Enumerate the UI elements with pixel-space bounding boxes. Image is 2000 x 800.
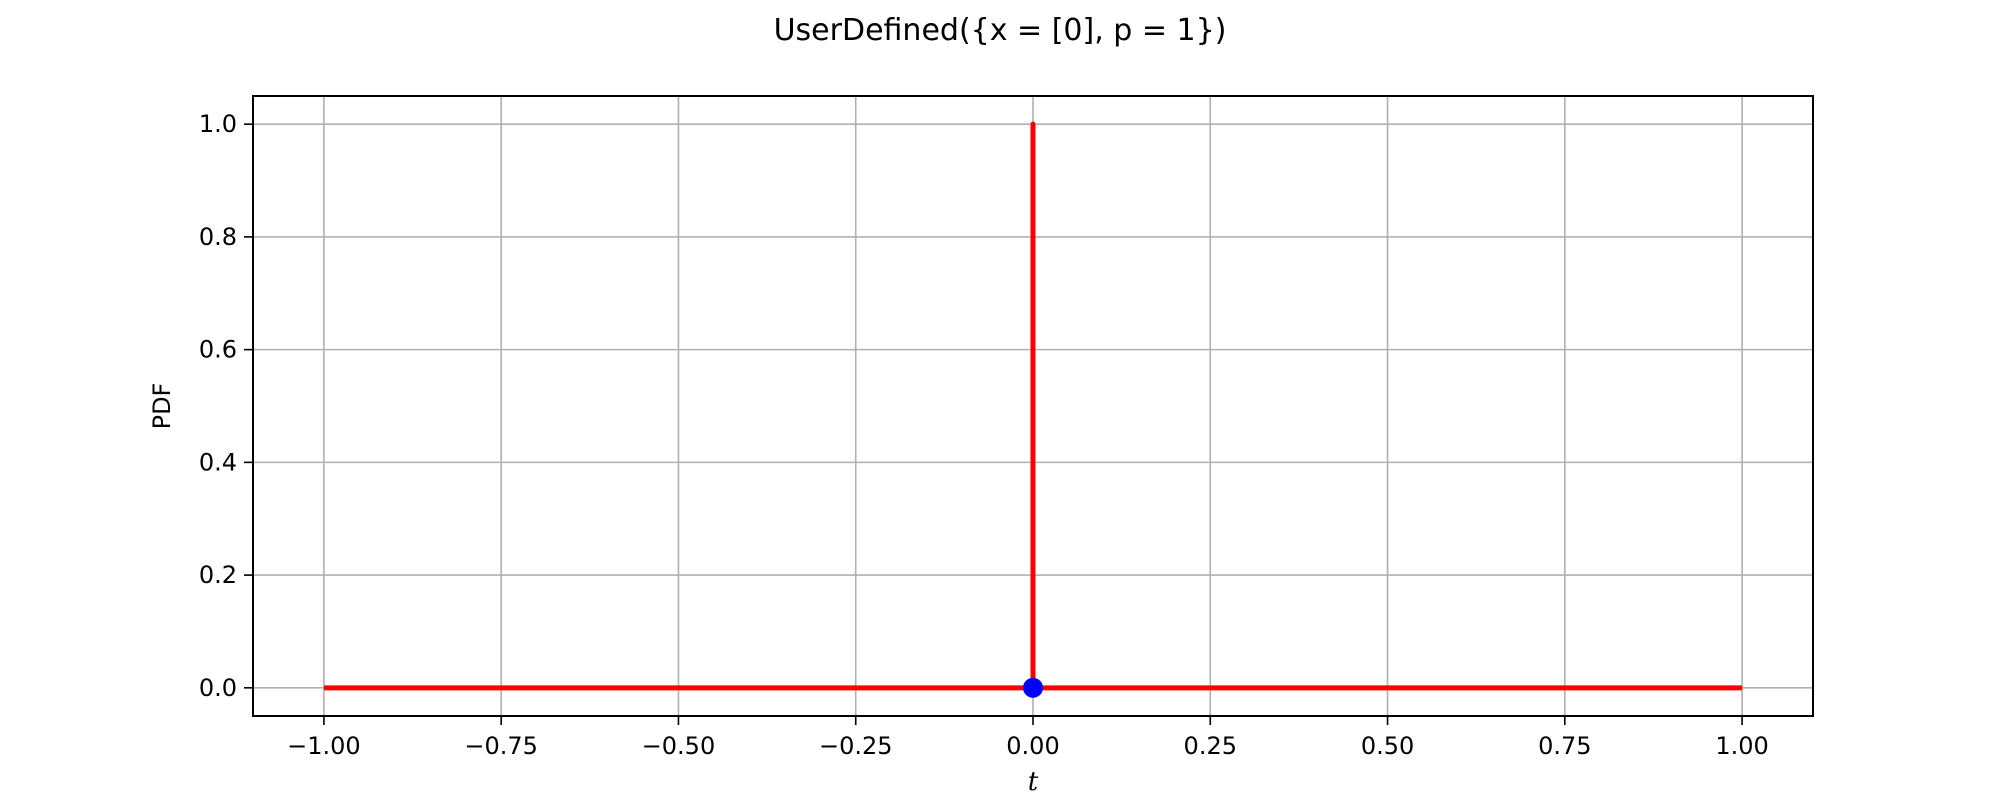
- x-tick-label: 0.25: [1184, 732, 1237, 760]
- y-axis-label: PDF: [148, 383, 176, 430]
- y-tick-label: 0.8: [199, 223, 237, 251]
- x-tick-label: 0.75: [1538, 732, 1591, 760]
- y-tick-label: 1.0: [199, 110, 237, 138]
- y-tick-label: 0.6: [199, 336, 237, 364]
- data-layer: [323, 121, 1743, 698]
- x-tick-label: −0.25: [819, 732, 893, 760]
- x-tick-label: −0.75: [464, 732, 538, 760]
- series-line: [323, 121, 1743, 691]
- x-axis-label: t: [1028, 767, 1039, 797]
- x-tick-label: −1.00: [287, 732, 361, 760]
- x-tick-label: 0.00: [1006, 732, 1059, 760]
- tick-layer: −1.00 −0.75 −0.50 −0.25 0.00 0.25 0.50 0.75 1.00…: [199, 110, 1769, 760]
- x-tick-label: −0.50: [642, 732, 716, 760]
- x-tick-label: 1.00: [1715, 732, 1768, 760]
- y-tick-label: 0.2: [199, 561, 237, 589]
- chart-title: UserDefined({x = [0], p = 1}): [774, 13, 1227, 48]
- data-point: [1023, 677, 1043, 698]
- x-tick-label: 0.50: [1361, 732, 1414, 760]
- y-tick-label: 0.4: [199, 448, 237, 476]
- y-tick-label: 0.0: [199, 674, 237, 702]
